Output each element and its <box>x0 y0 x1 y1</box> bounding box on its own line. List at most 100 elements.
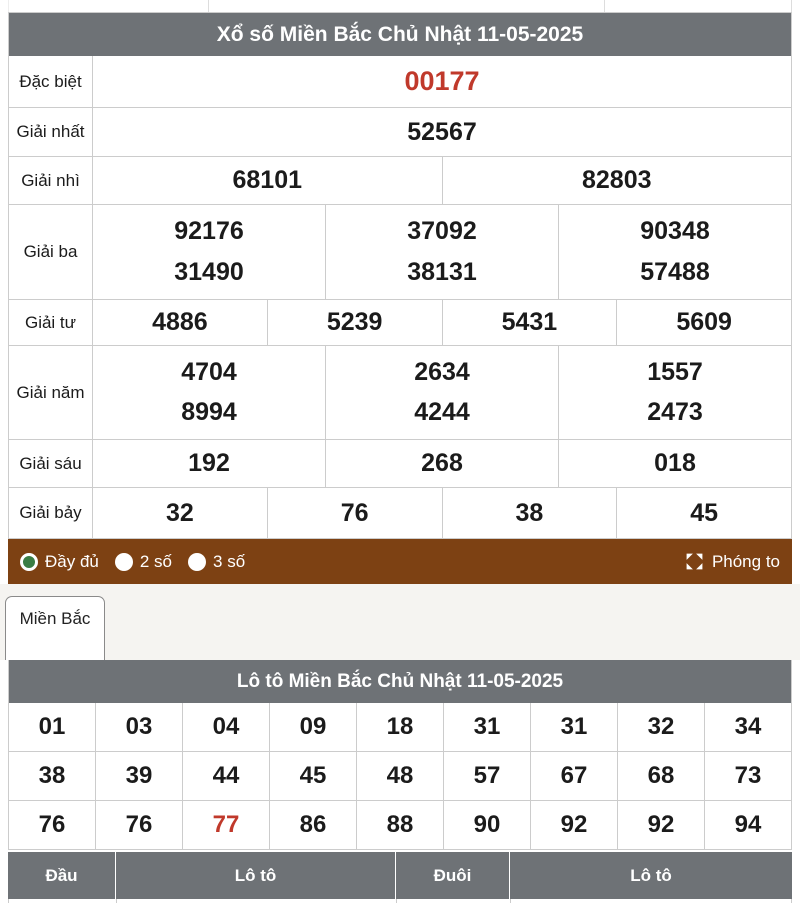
top-strip <box>8 0 792 13</box>
loto-number: 34 <box>734 713 762 740</box>
prize-number: 31490 <box>174 258 244 286</box>
prize-label: Giải nhất <box>9 108 93 156</box>
prize-number: 45 <box>690 498 719 527</box>
tab-band: Miền Bắc <box>0 584 800 660</box>
table-row-giai-bay: Giải bảy 32 76 38 45 <box>9 488 791 539</box>
loto-title: Lô tô Miền Bắc Chủ Nhật 11-05-2025 <box>9 660 791 703</box>
loto-number: 76 <box>96 801 183 849</box>
loto-summary-header: Đầu Lô tô Đuôi Lô tô <box>8 852 792 899</box>
prize-number-group: 2634 4244 <box>326 346 559 439</box>
prize-label: Giải bảy <box>9 488 93 538</box>
column-header-loto: Lô tô <box>630 865 672 885</box>
prize-number: 76 <box>268 488 443 538</box>
tab-mien-bac[interactable]: Miền Bắc <box>5 596 105 660</box>
prize-number: 68101 <box>93 157 443 204</box>
radio-selected-icon[interactable] <box>20 552 38 571</box>
prize-label: Giải nhì <box>9 157 93 204</box>
loto-number: 68 <box>618 752 705 800</box>
loto-number: 48 <box>357 752 444 800</box>
prize-label: Đặc biệt <box>9 56 93 107</box>
prize-label: Giải ba <box>9 205 93 299</box>
top-strip-segment <box>8 0 209 12</box>
loto-table: Lô tô Miền Bắc Chủ Nhật 11-05-2025 01 03… <box>8 660 792 850</box>
table-row-giai-nhi: Giải nhì 68101 82803 <box>9 157 791 205</box>
loto-number: 03 <box>96 703 183 751</box>
prize-number: 52567 <box>407 117 477 146</box>
loto-number: 57 <box>444 752 531 800</box>
loto-number: 92 <box>531 801 618 849</box>
prize-number: 5431 <box>443 300 618 345</box>
table-row-giai-sau: Giải sáu 192 268 018 <box>9 440 791 488</box>
prize-number: 2634 <box>414 357 470 386</box>
prize-number: 2473 <box>647 398 703 427</box>
prize-number-group: 1557 2473 <box>559 346 791 439</box>
column-header-duoi: Đuôi <box>396 852 510 899</box>
table-row: 01 03 04 09 18 31 31 32 34 <box>9 703 791 752</box>
radio-label: 3 số <box>213 551 246 571</box>
radio-unselected-icon[interactable] <box>114 552 133 571</box>
loto-number: 44 <box>183 752 270 800</box>
prize-number-group: 4704 8994 <box>93 346 326 439</box>
prize-number: 32 <box>93 488 268 538</box>
prize-number-group: 90348 57488 <box>559 205 791 299</box>
loto-number: 88 <box>357 801 444 849</box>
prize-number-group: 92176 31490 <box>93 205 326 299</box>
loto-number: 39 <box>96 752 183 800</box>
prize-number: 90348 <box>640 217 710 245</box>
table-row-giai-ba: Giải ba 92176 31490 37092 38131 90348 57… <box>9 205 791 300</box>
radio-3-digits[interactable]: 3 số <box>188 552 245 572</box>
loto-number: 86 <box>270 801 357 849</box>
prize-number: 38 <box>443 488 618 538</box>
top-strip-segment <box>209 0 605 12</box>
prize-number: 38131 <box>407 258 477 286</box>
sliver-segment <box>511 899 791 903</box>
prize-number: 82803 <box>581 166 652 194</box>
loto-number-highlighted: 77 <box>183 801 270 849</box>
table-row-giai-nam: Giải năm 4704 8994 2634 4244 1557 2473 <box>9 346 791 440</box>
prize-label: Giải tư <box>9 300 93 345</box>
prize-number-group: 37092 38131 <box>326 205 559 299</box>
prize-number: 8994 <box>181 398 237 427</box>
loto-number: 31 <box>531 703 618 751</box>
table-row: 38 39 44 45 48 57 67 68 73 <box>9 752 791 801</box>
radio-unselected-icon[interactable] <box>188 552 207 571</box>
loto-number: 90 <box>444 801 531 849</box>
expand-icon <box>685 552 704 571</box>
table-row-giai-tu: Giải tư 4886 5239 5431 5609 <box>9 300 791 346</box>
prize-number: 4244 <box>414 398 470 427</box>
prize-number: 4886 <box>93 300 268 345</box>
loto-number: 94 <box>734 811 762 838</box>
results-table: Xổ số Miền Bắc Chủ Nhật 11-05-2025 Đặc b… <box>8 13 792 539</box>
table-row: 76 76 77 86 88 90 92 92 94 <box>9 801 791 850</box>
column-header-dau: Đầu <box>8 852 116 899</box>
sliver-segment <box>117 899 397 903</box>
prize-number-special: 00177 <box>404 66 480 96</box>
zoom-button[interactable]: Phóng to <box>685 552 780 572</box>
prize-number: 92176 <box>174 217 244 245</box>
table-row-dac-biet: Đặc biệt 00177 <box>9 56 791 108</box>
prize-label: Giải năm <box>9 346 93 439</box>
loto-number: 73 <box>734 762 762 789</box>
prize-number: 192 <box>93 440 326 487</box>
zoom-button-label: Phóng to <box>711 551 780 571</box>
loto-number: 45 <box>270 752 357 800</box>
loto-number: 76 <box>9 801 96 849</box>
loto-number: 67 <box>531 752 618 800</box>
prize-number: 57488 <box>640 258 710 286</box>
radio-2-digits[interactable]: 2 số <box>114 552 172 572</box>
results-title: Xổ số Miền Bắc Chủ Nhật 11-05-2025 <box>9 13 791 56</box>
sliver-segment <box>397 899 511 903</box>
column-header-loto: Lô tô <box>116 852 396 899</box>
radio-full[interactable]: Đầy đủ <box>20 552 99 572</box>
table-row-giai-nhat: Giải nhất 52567 <box>9 108 791 157</box>
prize-label: Giải sáu <box>9 440 93 487</box>
prize-number: 268 <box>326 440 559 487</box>
prize-number: 5239 <box>268 300 443 345</box>
loto-number: 01 <box>9 703 96 751</box>
prize-number: 37092 <box>407 217 477 245</box>
display-options-bar: Đầy đủ 2 số 3 số <box>8 539 792 584</box>
loto-number: 04 <box>183 703 270 751</box>
loto-number: 09 <box>270 703 357 751</box>
radio-label: Đầy đủ <box>45 551 99 571</box>
loto-number: 31 <box>444 703 531 751</box>
